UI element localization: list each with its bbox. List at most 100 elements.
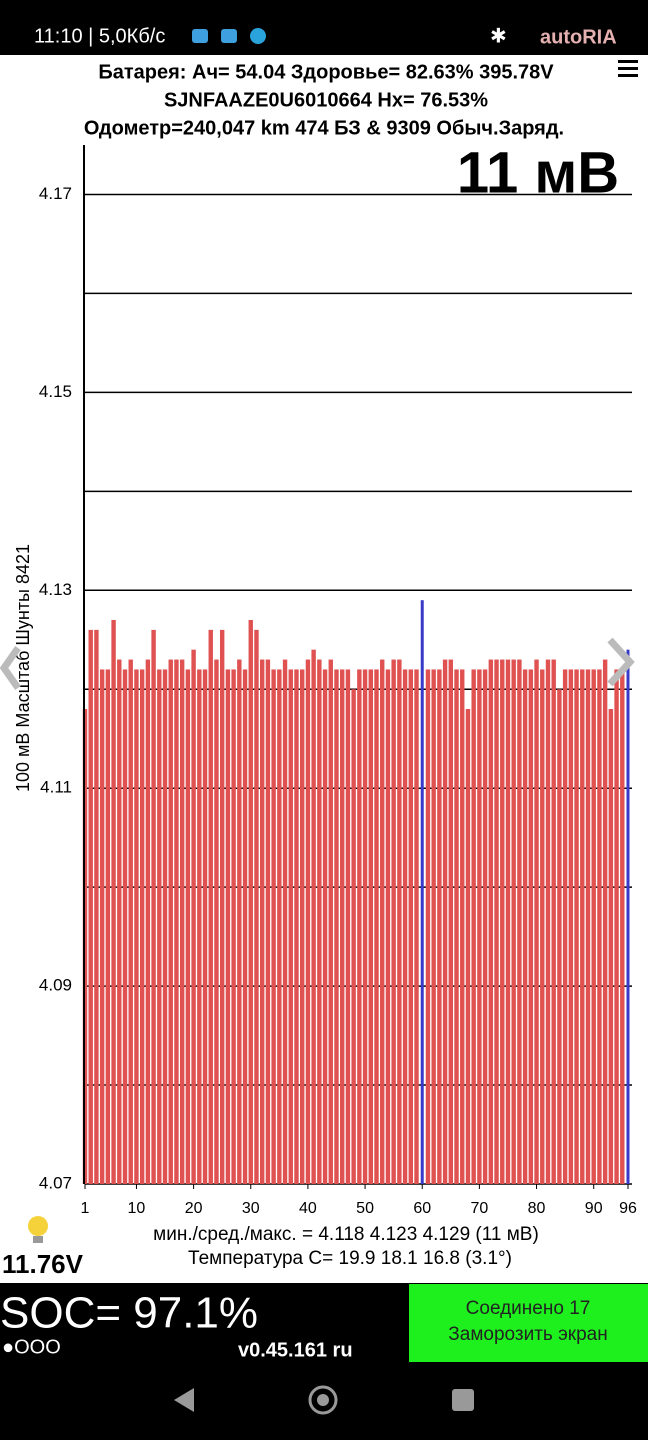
bar [128,659,133,1184]
bar [157,669,162,1184]
bar [385,669,391,1184]
bar [145,659,151,1184]
bar [431,669,436,1184]
bar [122,669,128,1184]
bar [225,669,231,1184]
bar [294,669,299,1184]
bar [471,669,476,1184]
bulb-icon [28,1216,48,1243]
bar [322,669,328,1184]
bar [414,669,419,1184]
x-tick-label: 90 [585,1200,603,1217]
bar [162,669,168,1184]
bar [179,659,185,1184]
bar [528,669,534,1184]
bar [88,629,93,1184]
nav-home[interactable] [308,1385,338,1415]
freeze-label: Заморозить экран [448,1324,607,1345]
y-tick-label: 4.07 [39,1173,72,1192]
header-line: SJNFAAZE0U6010664 Hx= 76.53% [164,89,488,111]
stats-line: мин./сред./макс. = 4.118 4.123 4.129 (11… [153,1224,539,1245]
connected-label: Соединено 17 [466,1298,591,1319]
bar [551,659,556,1184]
bar [94,629,99,1184]
bar [168,659,173,1184]
bar [488,659,494,1184]
y-axis-label: 100 мВ Масштаб Шунты 8421 [13,544,33,792]
connect-button[interactable] [409,1284,648,1362]
bar [219,629,225,1184]
bar [151,629,156,1184]
bar [500,659,505,1184]
bar [534,659,539,1184]
bar [334,669,339,1184]
bar [585,669,591,1184]
soc: SOC= 97.1% [0,1289,258,1338]
status-bar [0,0,648,55]
bar [99,669,105,1184]
x-tick-label: 96 [619,1200,637,1217]
bar [242,669,248,1184]
bar [557,689,562,1184]
nav-recent[interactable] [452,1389,474,1411]
bar [185,669,191,1184]
next-arrow[interactable] [607,637,635,687]
bar [197,669,202,1184]
plot: 4.07 4.09 4.11 4.13 4.15 4.17 1 10 20 30 40 50 60 70 8… [39,145,637,1217]
bar [568,669,574,1184]
bar [259,659,265,1184]
bar [562,669,568,1184]
bar [391,659,396,1184]
watermark: autoRIA [540,26,617,48]
bar [591,669,596,1184]
bar [374,669,379,1184]
bar [454,669,459,1184]
bar [540,669,545,1184]
x-tick-label: 10 [128,1200,146,1217]
bar [614,669,619,1184]
menu-icon[interactable] [618,60,638,77]
bar [397,659,402,1184]
bar [345,669,351,1184]
bar [117,659,122,1184]
bar [368,669,373,1184]
prev-arrow[interactable] [0,645,21,691]
bar [494,659,499,1184]
bar [602,659,608,1184]
bar [174,659,179,1184]
nav-back[interactable] [174,1388,194,1412]
bar [505,659,511,1184]
y-tick-label: 4.13 [39,580,72,599]
y-tick-label: 4.09 [39,976,72,995]
bar [482,669,488,1184]
x-tick-label: 70 [470,1200,488,1217]
header-line: Одометр=240,047 km 474 БЗ & 9309 Обыч.За… [84,117,564,139]
x-tick-label: 30 [242,1200,260,1217]
x-tick-label: 80 [528,1200,546,1217]
version: v0.45.161 ru [238,1339,353,1361]
temperature-line: Температура С= 19.9 18.1 16.8 (3.1°) [188,1248,512,1269]
highlight-bar [420,600,424,1184]
bluetooth-icon: ✱ [490,25,507,47]
range-overlay: 11 мВ [457,140,619,205]
bar [111,619,116,1184]
status-time: 11:10 | 5,0Кб/с [34,25,165,47]
bar [254,629,259,1184]
x-tick-label: 20 [185,1200,203,1217]
bar [277,669,282,1184]
bar [357,669,362,1184]
bar [311,649,316,1184]
bar [139,669,145,1184]
bar [448,659,454,1184]
bar [597,669,602,1184]
bar [271,669,276,1184]
x-tick-label: 40 [299,1200,317,1217]
x-tick-label: 1 [81,1200,90,1217]
bar [191,649,196,1184]
bar [208,629,213,1184]
bar [237,659,242,1184]
header-line: Батарея: Ач= 54.04 Здоровье= 82.63% 395.… [98,61,554,83]
bar [545,659,551,1184]
y-tick-label: 4.15 [39,382,72,401]
bar [214,659,219,1184]
